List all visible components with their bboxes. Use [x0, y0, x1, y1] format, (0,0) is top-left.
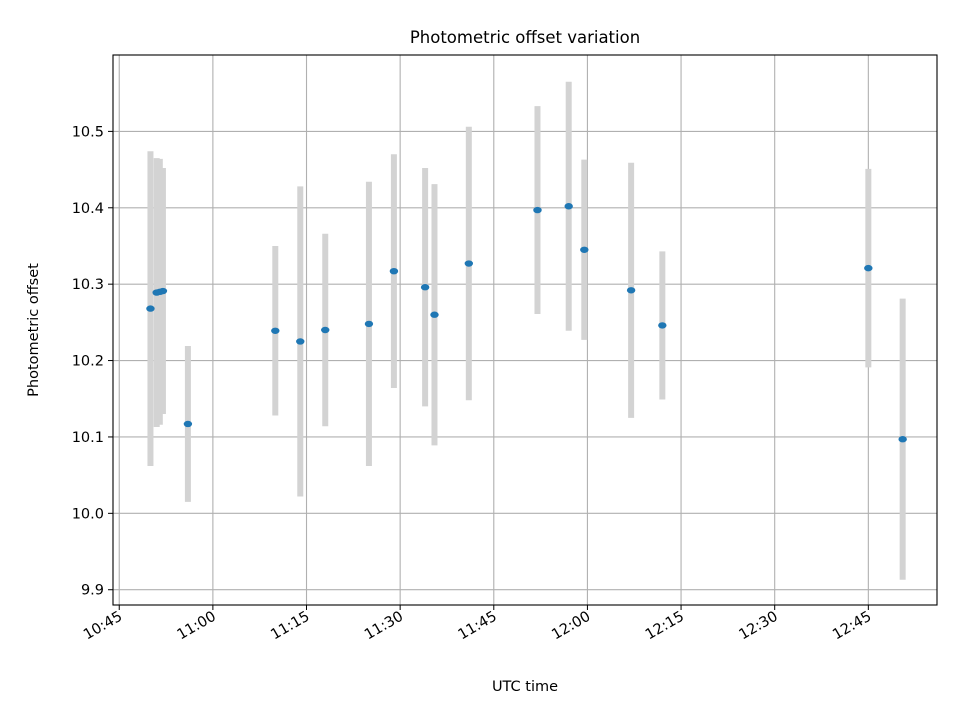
data-point — [364, 320, 374, 328]
data-point — [580, 246, 589, 253]
data-point — [146, 305, 155, 312]
data-point — [321, 326, 330, 334]
data-point — [430, 311, 439, 318]
y-axis: 9.9 10.0 10.1 10.2 10.3 10.4 10.5 — [72, 124, 113, 599]
x-tick-label: 11:30 — [362, 609, 406, 644]
y-tick-label: 10.3 — [72, 277, 104, 293]
y-tick-label: 10.1 — [72, 430, 104, 446]
data-point — [389, 267, 399, 275]
x-tick-label: 11:45 — [456, 609, 500, 644]
x-tick-label: 12:30 — [736, 609, 780, 644]
grid — [113, 55, 937, 605]
chart-title: Photometric offset variation — [410, 28, 640, 47]
x-tick-label: 10:45 — [81, 609, 125, 644]
y-axis-label: Photometric offset — [26, 263, 42, 397]
y-tick-label: 10.2 — [72, 354, 104, 370]
data-points — [146, 203, 907, 443]
y-tick-label: 10.0 — [72, 506, 104, 522]
y-tick-label: 10.5 — [72, 124, 104, 140]
x-tick-label: 11:00 — [175, 609, 219, 644]
data-point — [564, 203, 573, 210]
data-point — [898, 436, 907, 443]
data-point — [864, 264, 873, 272]
data-point — [658, 322, 667, 329]
data-point — [158, 287, 168, 295]
data-point — [420, 284, 430, 291]
x-axis-label: UTC time — [492, 679, 558, 695]
x-tick-label: 12:00 — [549, 609, 593, 644]
error-bars — [147, 81, 906, 580]
x-tick-label: 11:15 — [268, 609, 312, 644]
data-point — [533, 206, 542, 214]
data-point — [183, 420, 193, 428]
data-point — [296, 338, 305, 345]
x-axis: 10:45 11:00 11:15 11:30 11:45 12:00 12:15 12:30… — [81, 605, 874, 643]
plot-frame — [112, 54, 938, 606]
x-tick-label: 12:45 — [830, 609, 874, 644]
data-point — [271, 327, 280, 334]
data-point — [626, 287, 636, 294]
x-tick-label: 12:15 — [643, 609, 687, 644]
y-tick-label: 10.4 — [72, 201, 104, 217]
data-point — [464, 260, 474, 267]
y-tick-label: 9.9 — [81, 583, 104, 599]
